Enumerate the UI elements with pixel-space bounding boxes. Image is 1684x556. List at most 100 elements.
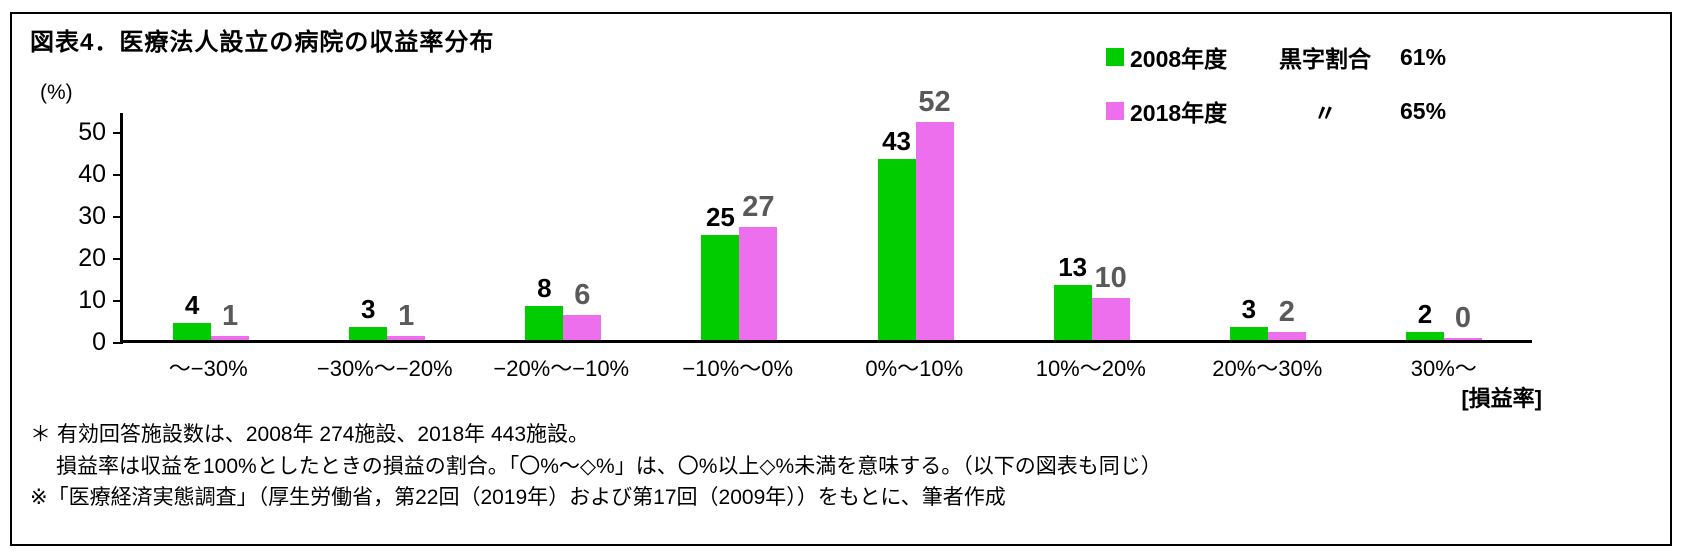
bar-group: 43 52	[877, 85, 954, 340]
y-axis: (%) 0 10 20 30 40 50	[30, 81, 120, 355]
x-tick-label: −30%～−20%	[316, 356, 453, 381]
bar-value-label: 27	[742, 190, 775, 223]
bar-2008年度	[1053, 285, 1092, 340]
bar-column: 3	[349, 294, 388, 340]
bar-column: 43	[877, 126, 916, 340]
bar-2018年度	[211, 335, 250, 340]
bar-value-label: 2	[1278, 295, 1295, 328]
chart-area: (%) 0 10 20 30 40 50 4 1 3 1 8 6 25 27 43 52 13 10 3 2 2 0	[30, 81, 1652, 355]
footnote-line: 損益率は収益を100%としたときの損益の割合。「〇%～◇%」は、〇%以上◇%未満…	[56, 454, 1162, 478]
x-tick-label: −10%～0%	[682, 356, 794, 381]
figure-frame: 図表4．医療法人設立の病院の収益率分布 2008年度 黒字割合 61% 2018…	[10, 12, 1672, 546]
bar-2018年度	[1091, 298, 1130, 340]
y-tick-label: 30	[78, 202, 106, 230]
x-tick-label: 20%～30%	[1212, 356, 1323, 381]
bar-2018年度	[387, 335, 426, 340]
y-tick-label: 0	[92, 328, 106, 356]
y-tick-mark	[113, 342, 123, 344]
x-tick-label: −20%～−10%	[493, 356, 630, 381]
x-tick-labels: ～−30% −30%～−20% −20%～−10% −10%～0% 0%～10% 10%～…	[120, 351, 1532, 383]
y-tick-mark	[113, 174, 123, 176]
plot-area: 4 1 3 1 8 6 25 27 43 52 13 10 3 2 2 0	[113, 87, 1532, 344]
bar-value-label: 1	[221, 299, 239, 332]
footnote-line: ＊ 有効回答施設数は、2008年 274施設、2018年 443施設。	[30, 423, 590, 446]
bar-value-label: 52	[918, 85, 951, 118]
legend-note: 黒字割合	[1279, 46, 1371, 72]
legend-ditto-mark: 〃	[1313, 100, 1337, 126]
y-tick-mark	[113, 258, 123, 260]
bar-2008年度	[1405, 331, 1444, 340]
bar-2008年度	[877, 159, 916, 340]
x-tick-label: 0%～10%	[865, 356, 964, 381]
bar-column: 13	[1053, 252, 1092, 340]
bar-column: 27	[739, 190, 778, 340]
x-tick-label: 30%～	[1410, 356, 1477, 381]
bar-2008年度	[349, 327, 388, 340]
legend-value: 65%	[1400, 97, 1447, 124]
bar-2008年度	[525, 306, 564, 340]
y-tick-mark	[113, 216, 123, 218]
legend-label: 2008年度	[1130, 46, 1228, 72]
bar-2018年度	[1267, 331, 1306, 340]
bar-column: 8	[525, 273, 564, 340]
bar-column: 6	[563, 278, 602, 340]
bar-column: 25	[701, 202, 740, 340]
y-axis-unit-label: (%)	[40, 81, 73, 104]
bar-column: 1	[387, 299, 426, 340]
bar-group: 13 10	[1053, 252, 1130, 340]
bar-value-label: 43	[882, 126, 912, 157]
bar-2008年度	[173, 323, 212, 340]
legend-item: 2008年度 黒字割合 61%	[1106, 40, 1470, 74]
legend-item: 2018年度 〃 65%	[1106, 94, 1470, 128]
bar-group: 25 27	[701, 190, 778, 340]
bar-column: 0	[1443, 302, 1482, 340]
legend-swatch-2018	[1106, 102, 1124, 120]
x-tick-label: 10%～20%	[1035, 356, 1146, 381]
bar-value-label: 4	[184, 290, 200, 321]
footnote-line: ※「医療経済実態調査」（厚生労働省，第22回（2019年）および第17回（200…	[30, 486, 1006, 509]
y-tick-label: 20	[78, 244, 106, 272]
bar-2008年度	[1229, 327, 1268, 340]
bar-value-label: 6	[574, 278, 591, 311]
bar-2018年度	[1443, 338, 1482, 340]
x-axis-title: [損益率]	[1461, 386, 1542, 411]
bar-2018年度	[915, 121, 954, 340]
bar-column: 52	[915, 85, 954, 340]
legend-value: 61%	[1400, 43, 1447, 70]
y-tick-label: 40	[78, 160, 106, 188]
x-tick-label: ～−30%	[168, 356, 248, 381]
bar-column: 2	[1267, 295, 1306, 340]
bar-column: 10	[1091, 262, 1130, 340]
bar-value-label: 3	[360, 294, 376, 325]
bar-value-label: 10	[1094, 262, 1127, 294]
legend-label: 2018年度	[1130, 100, 1228, 126]
bars-container: 4 1 3 1 8 6 25 27 43 52 13 10 3 2 2 0	[123, 85, 1532, 340]
bar-column: 3	[1229, 296, 1268, 340]
y-tick-label: 50	[78, 118, 106, 146]
legend-swatch-2008	[1106, 48, 1124, 66]
bar-value-label: 1	[398, 299, 415, 332]
y-tick-label: 10	[78, 286, 106, 314]
legend: 2008年度 黒字割合 61% 2018年度 〃 65%	[1106, 40, 1470, 148]
bar-column: 2	[1405, 298, 1444, 340]
bar-value-label: 25	[705, 202, 735, 232]
bar-2018年度	[739, 226, 778, 340]
bar-column: 4	[173, 290, 212, 340]
bar-value-label: 0	[1454, 302, 1471, 334]
y-tick-mark	[113, 300, 123, 302]
bar-value-label: 2	[1417, 298, 1433, 329]
bar-2008年度	[701, 235, 740, 340]
y-tick-mark	[113, 132, 123, 134]
bar-value-label: 13	[1058, 252, 1088, 283]
x-axis-line	[123, 340, 1532, 343]
bar-column: 1	[211, 299, 250, 340]
bar-2018年度	[563, 314, 602, 340]
bar-value-label: 8	[537, 273, 552, 304]
footnotes: ＊ 有効回答施設数は、2008年 274施設、2018年 443施設。 損益率は…	[30, 419, 1652, 514]
chart-title: 図表4．医療法人設立の病院の収益率分布	[30, 29, 495, 56]
